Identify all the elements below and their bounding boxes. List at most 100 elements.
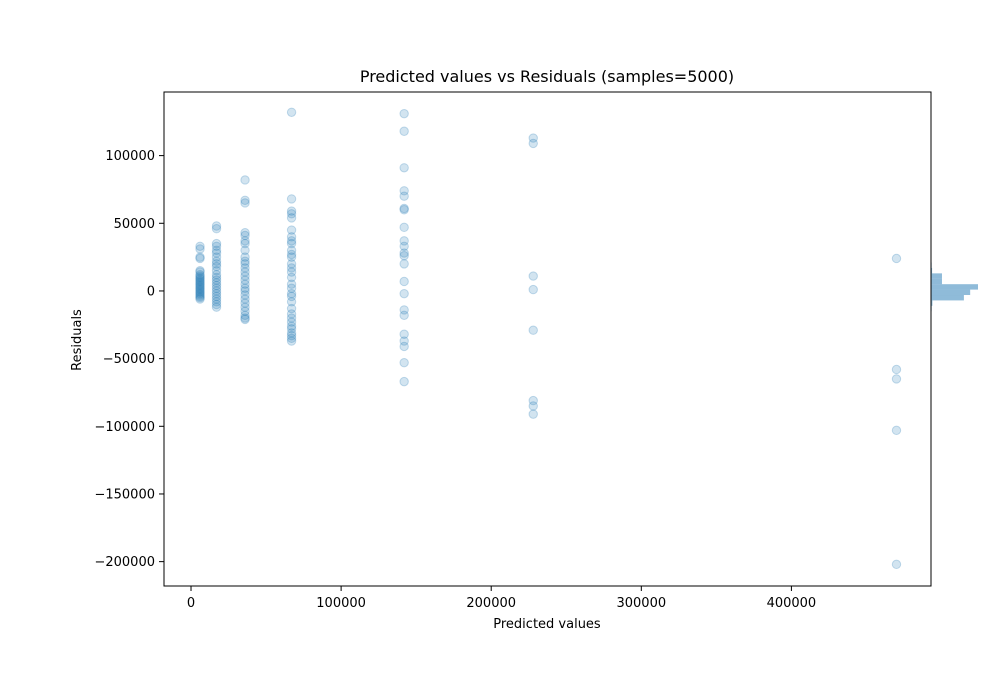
scatter-point — [286, 313, 297, 323]
scatter-point — [399, 341, 409, 352]
chart-title: Predicted values vs Residuals (samples=5… — [360, 67, 734, 86]
scatter-point — [211, 275, 222, 285]
scatter-point — [211, 297, 222, 307]
scatter-point — [891, 364, 902, 375]
scatter-point — [240, 294, 250, 304]
scatter-point — [286, 249, 297, 260]
scatter-point — [211, 221, 222, 231]
scatter-point — [240, 195, 250, 205]
scatter-point — [240, 267, 250, 277]
x-tick-label: 300000 — [616, 596, 666, 611]
x-axis-label: Predicted values — [493, 617, 601, 632]
y-axis: 100000 50000 0 −50000 −100000 −150000 −200000 — [94, 149, 164, 570]
scatter-point — [211, 265, 222, 276]
scatter-point — [195, 276, 205, 287]
scatter-point — [195, 267, 205, 277]
scatter-point — [286, 321, 297, 331]
scatter-point — [240, 313, 250, 323]
scatter-point — [240, 271, 250, 281]
scatter-point — [399, 108, 409, 119]
scatter-point — [399, 376, 409, 387]
scatter-point — [195, 293, 205, 303]
histogram-bar — [931, 295, 964, 301]
scatter-point — [195, 278, 205, 288]
scatter-point — [240, 310, 250, 321]
scatter-point — [399, 357, 409, 368]
scatter-point — [240, 256, 250, 266]
scatter-point — [195, 272, 205, 283]
histogram-bar — [931, 273, 942, 279]
y-tick-label: 100000 — [105, 149, 155, 164]
scatter-point — [211, 283, 222, 293]
scatter-point — [286, 288, 297, 299]
y-axis-label: Residuals — [70, 309, 85, 371]
scatter-point — [240, 238, 250, 249]
histogram-bar — [931, 284, 978, 290]
scatter-point — [195, 244, 205, 254]
scatter-point — [286, 333, 297, 344]
scatter-point — [240, 175, 250, 185]
scatter-point — [195, 290, 205, 300]
scatter-point — [195, 252, 205, 262]
scatter-point — [195, 286, 205, 296]
scatter-point — [195, 282, 205, 292]
y-tick-label: −100000 — [94, 420, 155, 435]
scatter-point — [286, 236, 297, 246]
scatter-point — [891, 425, 902, 436]
scatter-points — [195, 107, 902, 570]
scatter-point — [211, 256, 222, 266]
y-tick-label: −50000 — [103, 352, 155, 367]
scatter-point — [211, 278, 222, 288]
scatter-point — [211, 248, 222, 258]
scatter-point — [286, 194, 297, 204]
scatter-point — [399, 241, 409, 251]
scatter-point — [211, 245, 222, 256]
scatter-point — [399, 163, 409, 173]
x-tick-label: 400000 — [767, 596, 817, 611]
scatter-point — [286, 209, 297, 219]
scatter-point — [211, 238, 222, 249]
scatter-point — [286, 232, 297, 242]
scatter-point — [240, 228, 250, 238]
scatter-point — [195, 294, 205, 304]
scatter-point — [240, 283, 250, 293]
scatter-point — [286, 206, 297, 216]
scatter-point — [528, 284, 538, 295]
scatter-point — [286, 213, 297, 223]
y-tick-label: 0 — [147, 284, 155, 299]
scatter-point — [286, 252, 297, 262]
scatter-point — [286, 324, 297, 334]
scatter-point — [286, 238, 297, 249]
scatter-point — [286, 245, 297, 256]
scatter-point — [211, 302, 222, 312]
scatter-point — [399, 288, 409, 299]
scatter-point — [399, 236, 409, 246]
scatter-point — [399, 310, 409, 321]
scatter-point — [286, 225, 297, 235]
scatter-point — [286, 283, 297, 293]
histogram-bar — [931, 278, 942, 285]
scatter-point — [195, 287, 205, 298]
scatter-point — [195, 271, 205, 281]
scatter-point — [891, 374, 902, 384]
scatter-point — [211, 241, 222, 251]
scatter-point — [528, 325, 538, 335]
scatter-point — [399, 205, 409, 215]
scatter-point — [240, 286, 250, 296]
scatter-point — [211, 261, 222, 272]
scatter-point — [528, 401, 538, 411]
scatter-point — [195, 291, 205, 302]
y-tick-label: −150000 — [94, 487, 155, 502]
scatter-point — [240, 290, 250, 300]
scatter-point — [240, 245, 250, 256]
scatter-point — [211, 294, 222, 304]
histogram-bar — [931, 300, 933, 306]
scatter-point — [211, 291, 222, 302]
histogram-bar — [931, 267, 933, 274]
scatter-point — [240, 275, 250, 285]
scatter-point — [211, 280, 222, 291]
scatter-point — [399, 329, 409, 339]
scatter-point — [211, 270, 222, 280]
plot-frame — [163, 91, 932, 587]
scatter-point — [399, 203, 409, 214]
